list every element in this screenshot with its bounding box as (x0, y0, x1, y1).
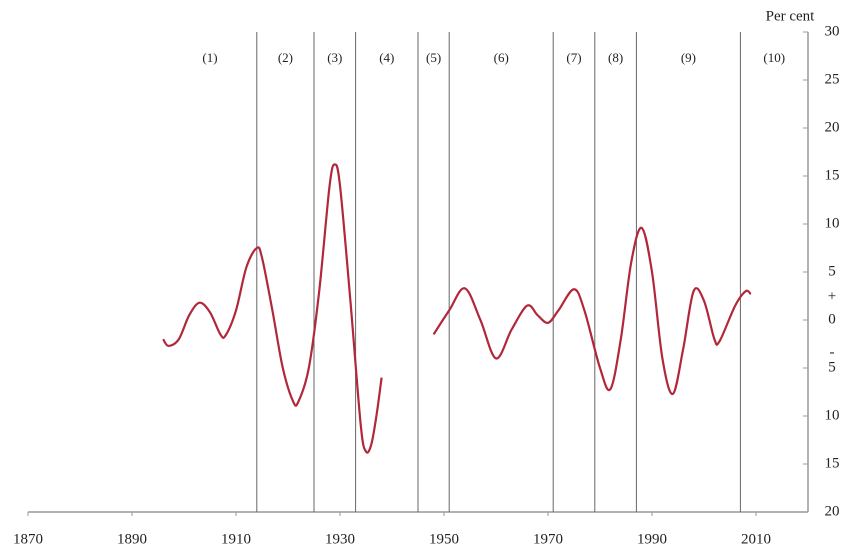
y-axis-label: Per cent (766, 8, 816, 24)
period-label: (6) (494, 50, 509, 65)
y-tick-label: 0 (828, 311, 836, 327)
x-tick-label: 2010 (741, 531, 771, 547)
y-tick-label: 15 (825, 455, 840, 471)
y-tick-label: 5 (828, 263, 836, 279)
data-line (162, 163, 752, 454)
period-label: (9) (681, 50, 696, 65)
y-tick-label: 25 (825, 71, 840, 87)
y-tick-label: 15 (825, 167, 840, 183)
y-tick-label: 10 (825, 215, 840, 231)
y-tick-label: 30 (825, 23, 840, 39)
y-tick-label: 20 (825, 119, 840, 135)
x-tick-label: 1890 (117, 531, 147, 547)
period-label: (3) (327, 50, 342, 65)
period-label: (2) (278, 50, 293, 65)
y-tick-label: 10 (825, 407, 840, 423)
period-label: (5) (426, 50, 441, 65)
period-label: (1) (202, 50, 217, 65)
sign-label: - (830, 344, 835, 360)
sign-label: + (828, 288, 836, 304)
period-label: (4) (379, 50, 394, 65)
y-tick-label: 20 (825, 503, 840, 519)
x-tick-label: 1950 (429, 531, 459, 547)
y-tick-label: 5 (828, 359, 836, 375)
period-label: (10) (763, 50, 785, 65)
x-tick-label: 1990 (637, 531, 667, 547)
period-label: (7) (566, 50, 581, 65)
x-tick-label: 1930 (325, 531, 355, 547)
period-label: (8) (608, 50, 623, 65)
x-tick-label: 1910 (221, 531, 251, 547)
x-tick-label: 1870 (13, 531, 43, 547)
x-tick-label: 1970 (533, 531, 563, 547)
